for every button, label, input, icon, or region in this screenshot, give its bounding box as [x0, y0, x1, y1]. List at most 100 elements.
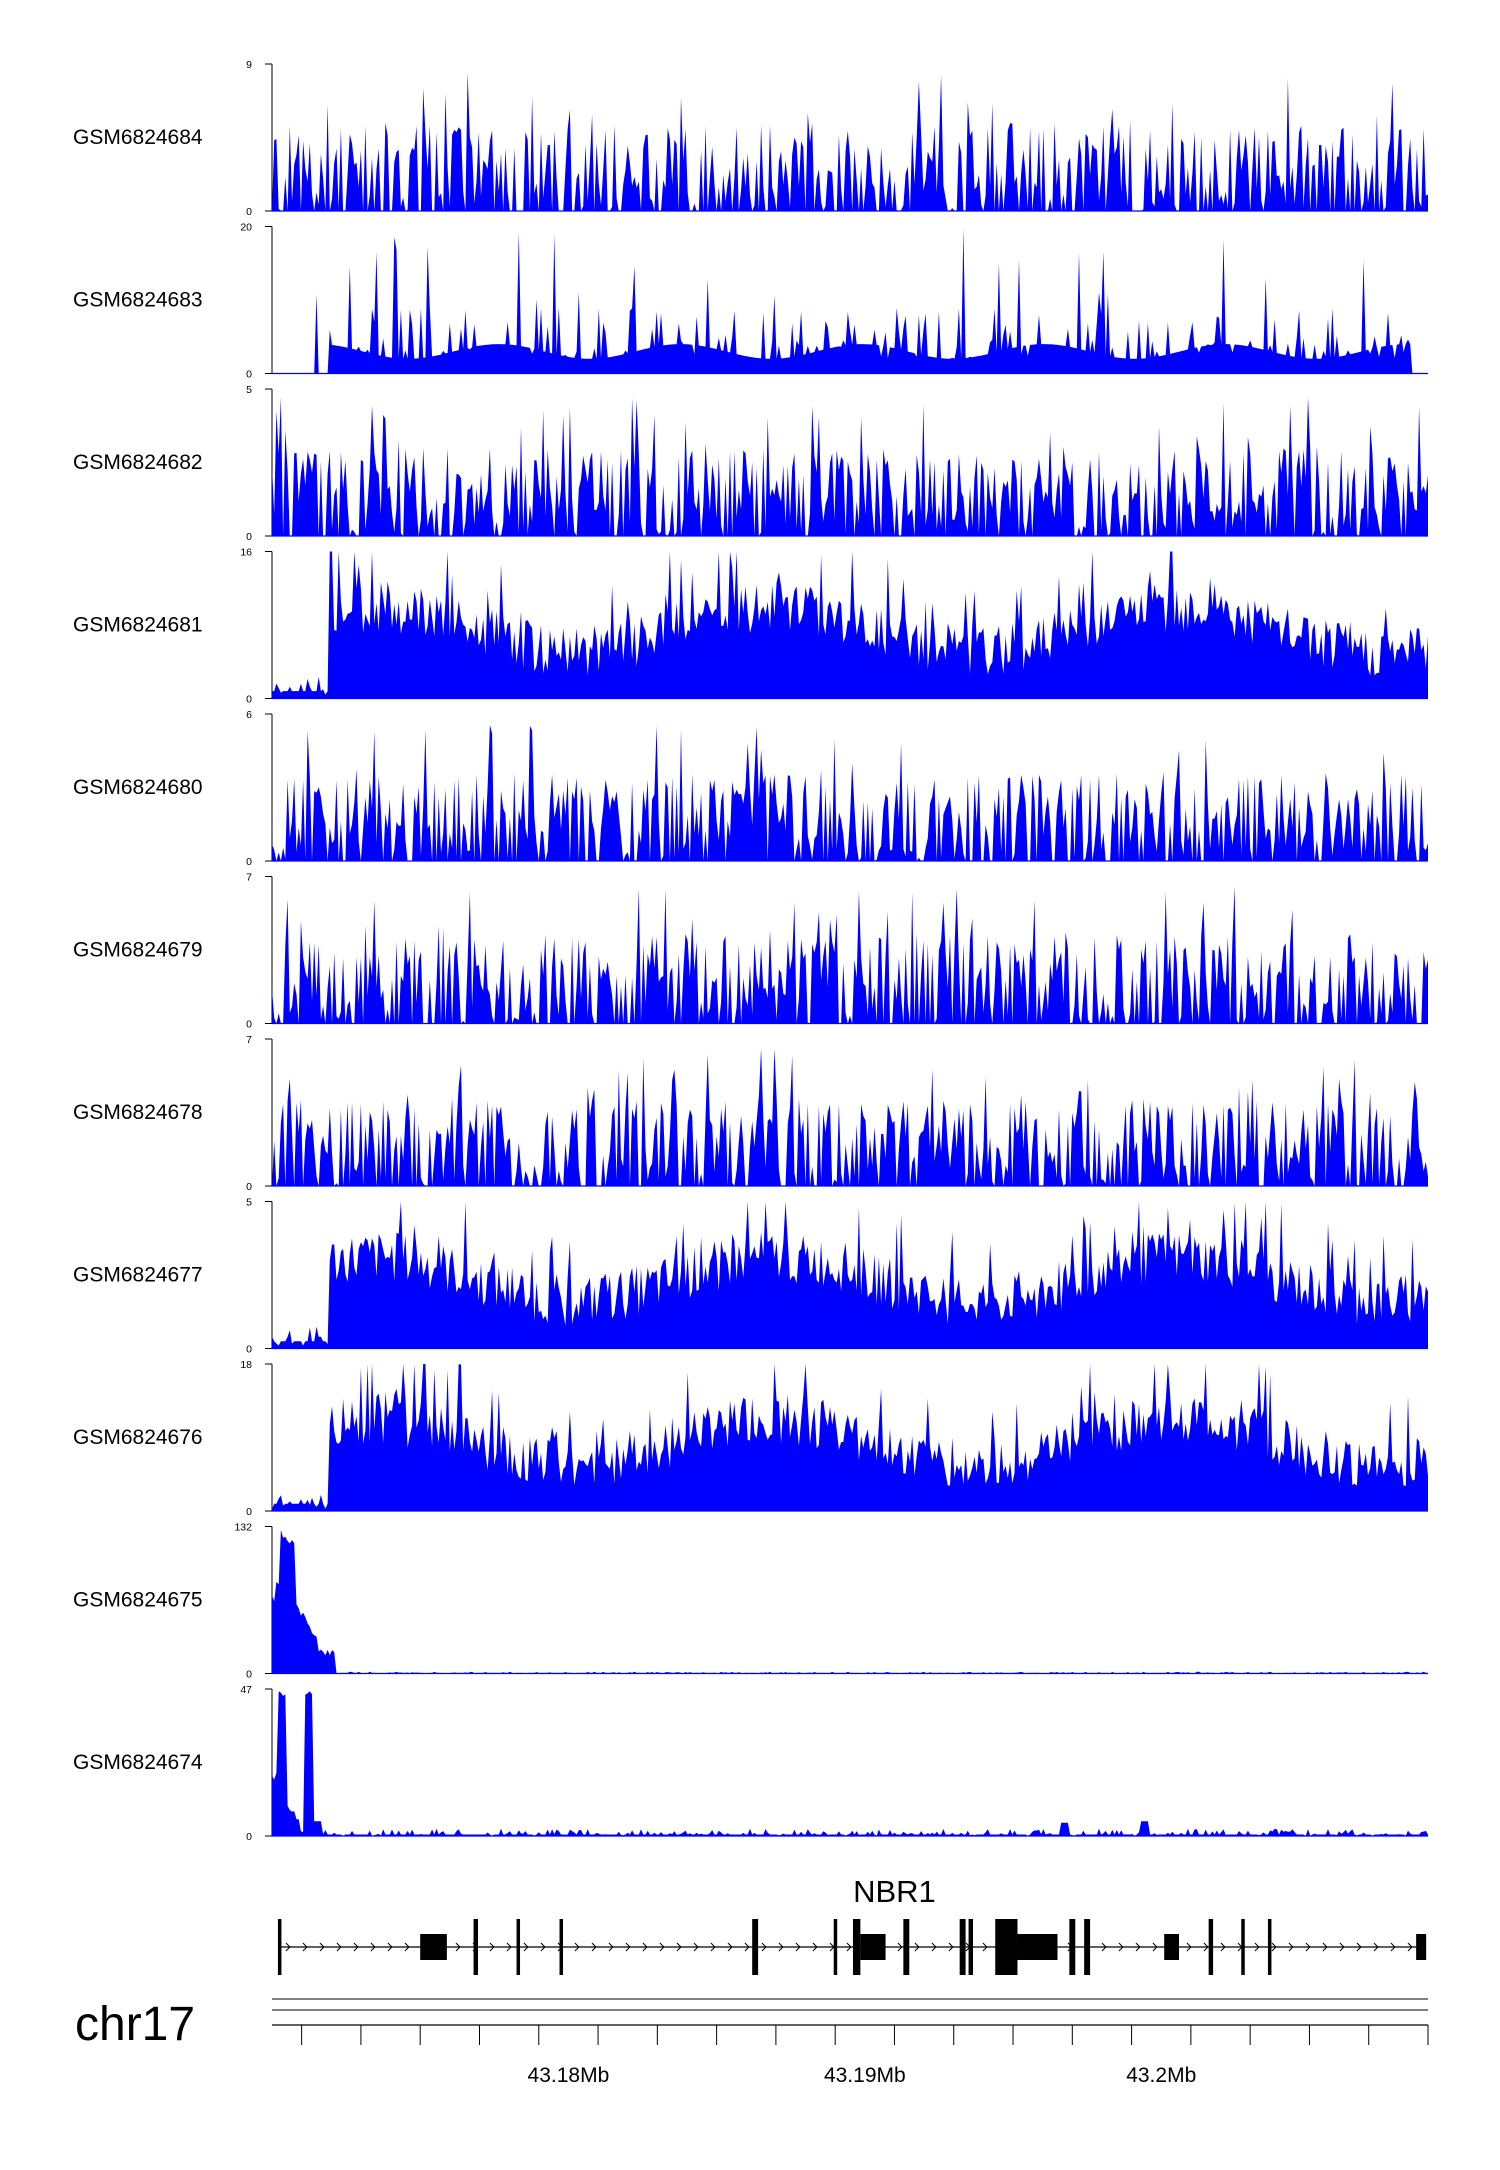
track-GSM6824680: GSM6824680 6 0 [73, 709, 1428, 868]
track-GSM6824676: GSM6824676 18 0 [73, 1359, 1428, 1518]
strand-arrow [659, 1942, 665, 1952]
strand-arrow [1339, 1942, 1345, 1952]
exon [1416, 1934, 1427, 1960]
strand-arrow [1390, 1942, 1396, 1952]
strand-arrow [693, 1942, 699, 1952]
y-max-label: 7 [246, 872, 252, 884]
strand-arrow [625, 1942, 631, 1952]
strand-arrow [744, 1942, 750, 1952]
signal-area [272, 886, 1428, 1024]
exon [1164, 1934, 1180, 1960]
y-max-label: 5 [246, 1197, 252, 1209]
track-GSM6824682: GSM6824682 5 0 [73, 384, 1428, 543]
y-min-label: 0 [246, 206, 252, 218]
signal-area [272, 397, 1428, 536]
track-label: GSM6824683 [73, 289, 203, 312]
x-tick-label: 43.2Mb [1126, 2064, 1196, 2087]
exon [1069, 1919, 1076, 1975]
y-max-label: 5 [246, 384, 252, 396]
exon [860, 1934, 886, 1960]
exon [995, 1919, 1018, 1975]
exon [833, 1919, 838, 1975]
strand-arrow [812, 1942, 818, 1952]
strand-arrow [336, 1942, 342, 1952]
x-tick-label: 43.19Mb [824, 2064, 906, 2087]
strand-arrow [540, 1942, 546, 1952]
strand-arrow [642, 1942, 648, 1952]
y-min-label: 0 [246, 531, 252, 543]
y-min-label: 0 [246, 1831, 252, 1843]
track-label: GSM6824678 [73, 1101, 203, 1124]
strand-arrow [1152, 1942, 1158, 1952]
strand-arrow [948, 1942, 954, 1952]
strand-arrow [761, 1942, 767, 1952]
signal-area [272, 228, 1428, 374]
strand-arrow [489, 1942, 495, 1952]
y-max-label: 18 [240, 1359, 252, 1371]
exon [420, 1934, 447, 1960]
strand-arrow [1254, 1942, 1260, 1952]
x-tick-label: 43.18Mb [528, 2064, 610, 2087]
track-label: GSM6824677 [73, 1264, 203, 1287]
y-max-label: 6 [246, 709, 252, 721]
strand-arrow [710, 1942, 716, 1952]
y-min-label: 0 [246, 694, 252, 706]
strand-arrow [608, 1942, 614, 1952]
y-max-label: 7 [246, 1034, 252, 1046]
strand-arrow [795, 1942, 801, 1952]
y-max-label: 16 [240, 547, 252, 559]
signal-area [272, 724, 1428, 861]
signal-area [272, 551, 1428, 699]
strand-arrow [931, 1942, 937, 1952]
exon [903, 1919, 910, 1975]
exon [968, 1919, 974, 1975]
strand-arrow [523, 1942, 529, 1952]
strand-arrow [1407, 1942, 1413, 1952]
track-GSM6824675: GSM6824675 132 0 [73, 1522, 1428, 1681]
exon [752, 1919, 759, 1975]
strand-arrow [387, 1942, 393, 1952]
track-label: GSM6824674 [73, 1751, 203, 1774]
strand-arrow [914, 1942, 920, 1952]
exon [277, 1919, 282, 1975]
exon [1017, 1934, 1058, 1960]
signal-area [272, 1691, 1428, 1836]
y-min-label: 0 [246, 1181, 252, 1193]
chromosome-label: chr17 [75, 1998, 195, 2051]
track-label: GSM6824682 [73, 451, 203, 474]
strand-arrow [353, 1942, 359, 1952]
exon [559, 1919, 564, 1975]
strand-arrow [591, 1942, 597, 1952]
strand-arrow [1288, 1942, 1294, 1952]
signal-tracks: GSM682468490GSM6824683200GSM682468250GSM… [73, 59, 1428, 1843]
strand-arrow [982, 1942, 988, 1952]
track-GSM6824674: GSM6824674 47 0 [73, 1684, 1428, 1843]
y-min-label: 0 [246, 1669, 252, 1681]
track-label: GSM6824684 [73, 126, 203, 149]
gene-track: NBR1 [277, 1874, 1427, 1975]
y-max-label: 9 [246, 59, 252, 71]
exon [852, 1919, 861, 1975]
y-min-label: 0 [246, 1506, 252, 1518]
strand-arrow [370, 1942, 376, 1952]
signal-area [272, 1048, 1428, 1186]
y-max-label: 20 [240, 222, 252, 234]
gene-label: NBR1 [853, 1874, 936, 1909]
track-GSM6824681: GSM6824681 16 0 [73, 547, 1428, 706]
track-label: GSM6824680 [73, 776, 203, 799]
track-GSM6824678: GSM6824678 7 0 [73, 1034, 1428, 1193]
strand-arrow [846, 1942, 852, 1952]
y-min-label: 0 [246, 369, 252, 381]
y-min-label: 0 [246, 1019, 252, 1031]
y-max-label: 47 [240, 1684, 252, 1696]
strand-arrow [1373, 1942, 1379, 1952]
exon [516, 1919, 521, 1975]
signal-area [272, 1529, 1428, 1674]
strand-arrow [1356, 1942, 1362, 1952]
strand-arrow [285, 1942, 291, 1952]
strand-arrow [897, 1942, 903, 1952]
genome-axis: chr17 43.18Mb 43.19Mb 43.2Mb [75, 1998, 1429, 2087]
y-min-label: 0 [246, 856, 252, 868]
track-label: GSM6824676 [73, 1426, 203, 1449]
signal-area [272, 1364, 1428, 1511]
